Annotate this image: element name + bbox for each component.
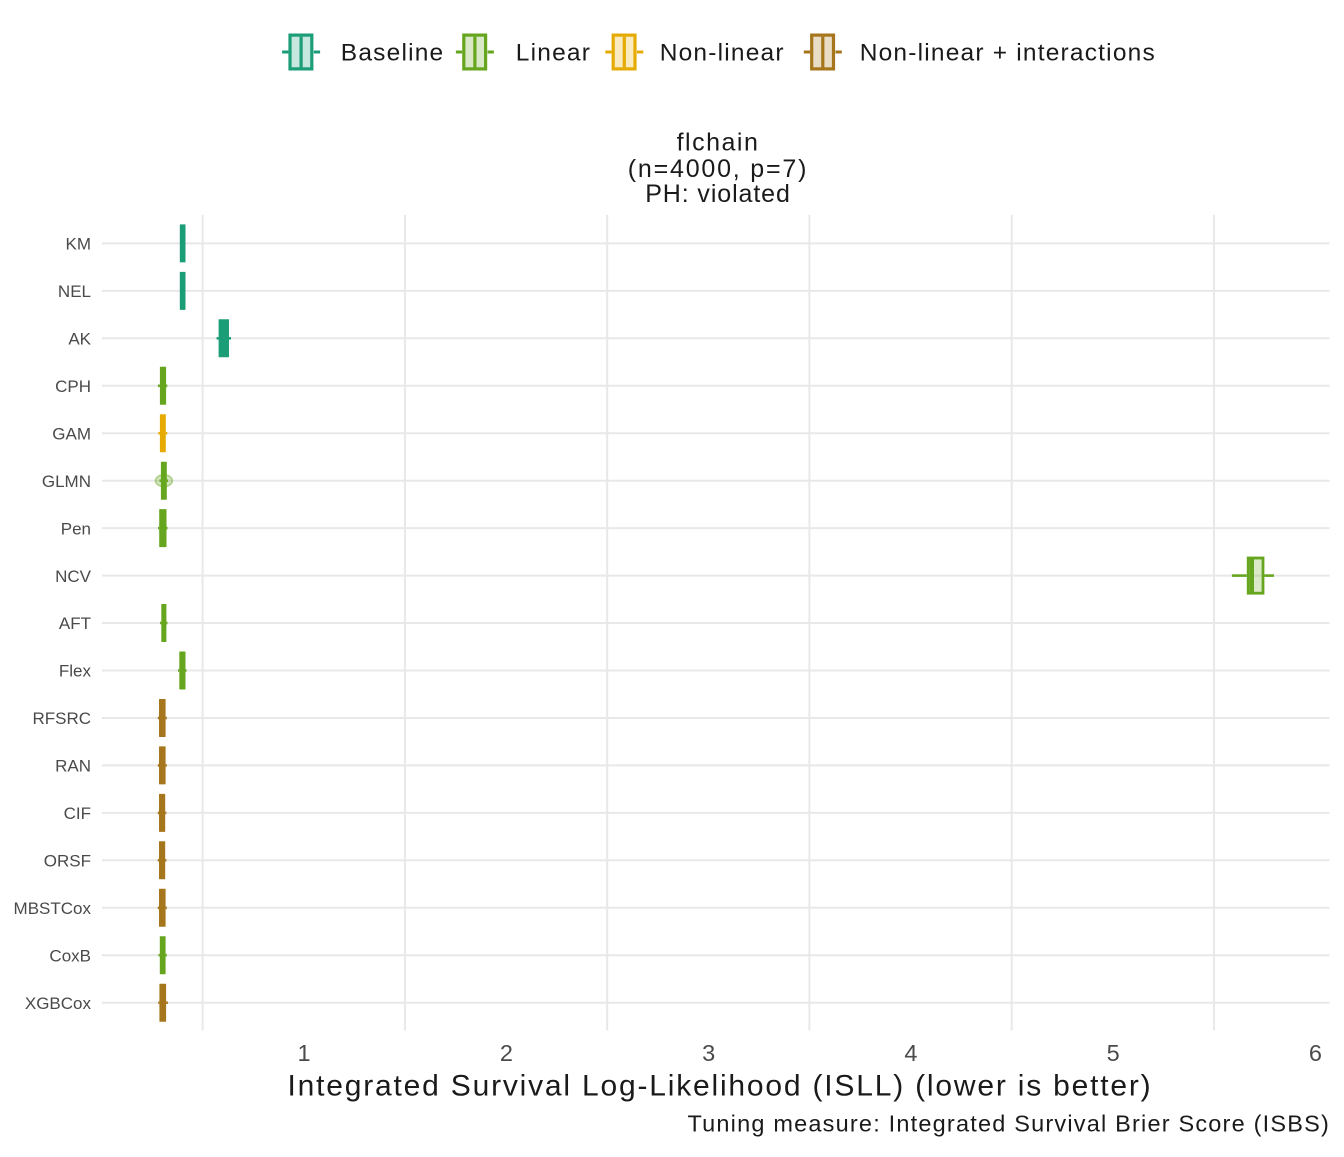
- svg-text:NEL: NEL: [58, 282, 91, 301]
- svg-text:AFT: AFT: [59, 614, 91, 633]
- svg-text:6: 6: [1309, 1040, 1322, 1066]
- svg-text:AK: AK: [68, 330, 91, 349]
- svg-text:CoxB: CoxB: [49, 946, 91, 965]
- svg-text:(n=4000, p=7): (n=4000, p=7): [628, 155, 808, 183]
- svg-text:flchain: flchain: [677, 128, 760, 156]
- svg-text:2: 2: [500, 1040, 513, 1066]
- svg-text:Non-linear + interactions: Non-linear + interactions: [860, 40, 1156, 67]
- svg-text:Non-linear: Non-linear: [660, 40, 785, 67]
- svg-text:ORSF: ORSF: [44, 852, 91, 871]
- svg-text:CIF: CIF: [64, 804, 91, 823]
- svg-text:Baseline: Baseline: [341, 40, 445, 67]
- svg-text:PH: violated: PH: violated: [645, 180, 791, 208]
- svg-text:4: 4: [904, 1040, 917, 1066]
- svg-text:1: 1: [298, 1040, 311, 1066]
- svg-text:5: 5: [1107, 1040, 1120, 1066]
- svg-text:Tuning measure: Integrated Sur: Tuning measure: Integrated Survival Brie…: [687, 1111, 1330, 1137]
- svg-text:KM: KM: [66, 235, 92, 254]
- svg-text:CPH: CPH: [55, 377, 91, 396]
- svg-text:RAN: RAN: [55, 757, 91, 776]
- svg-text:NCV: NCV: [55, 567, 92, 586]
- svg-text:GLMN: GLMN: [42, 472, 91, 491]
- svg-text:Flex: Flex: [59, 662, 92, 681]
- svg-text:Linear: Linear: [516, 40, 591, 67]
- svg-text:RFSRC: RFSRC: [32, 709, 91, 728]
- svg-text:Pen: Pen: [61, 519, 91, 538]
- svg-text:GAM: GAM: [52, 424, 91, 443]
- svg-text:XGBCox: XGBCox: [25, 994, 92, 1013]
- svg-text:3: 3: [702, 1040, 715, 1066]
- svg-text:MBSTCox: MBSTCox: [14, 899, 92, 918]
- svg-text:Integrated Survival Log-Likeli: Integrated Survival Log-Likelihood (ISLL…: [288, 1069, 1153, 1102]
